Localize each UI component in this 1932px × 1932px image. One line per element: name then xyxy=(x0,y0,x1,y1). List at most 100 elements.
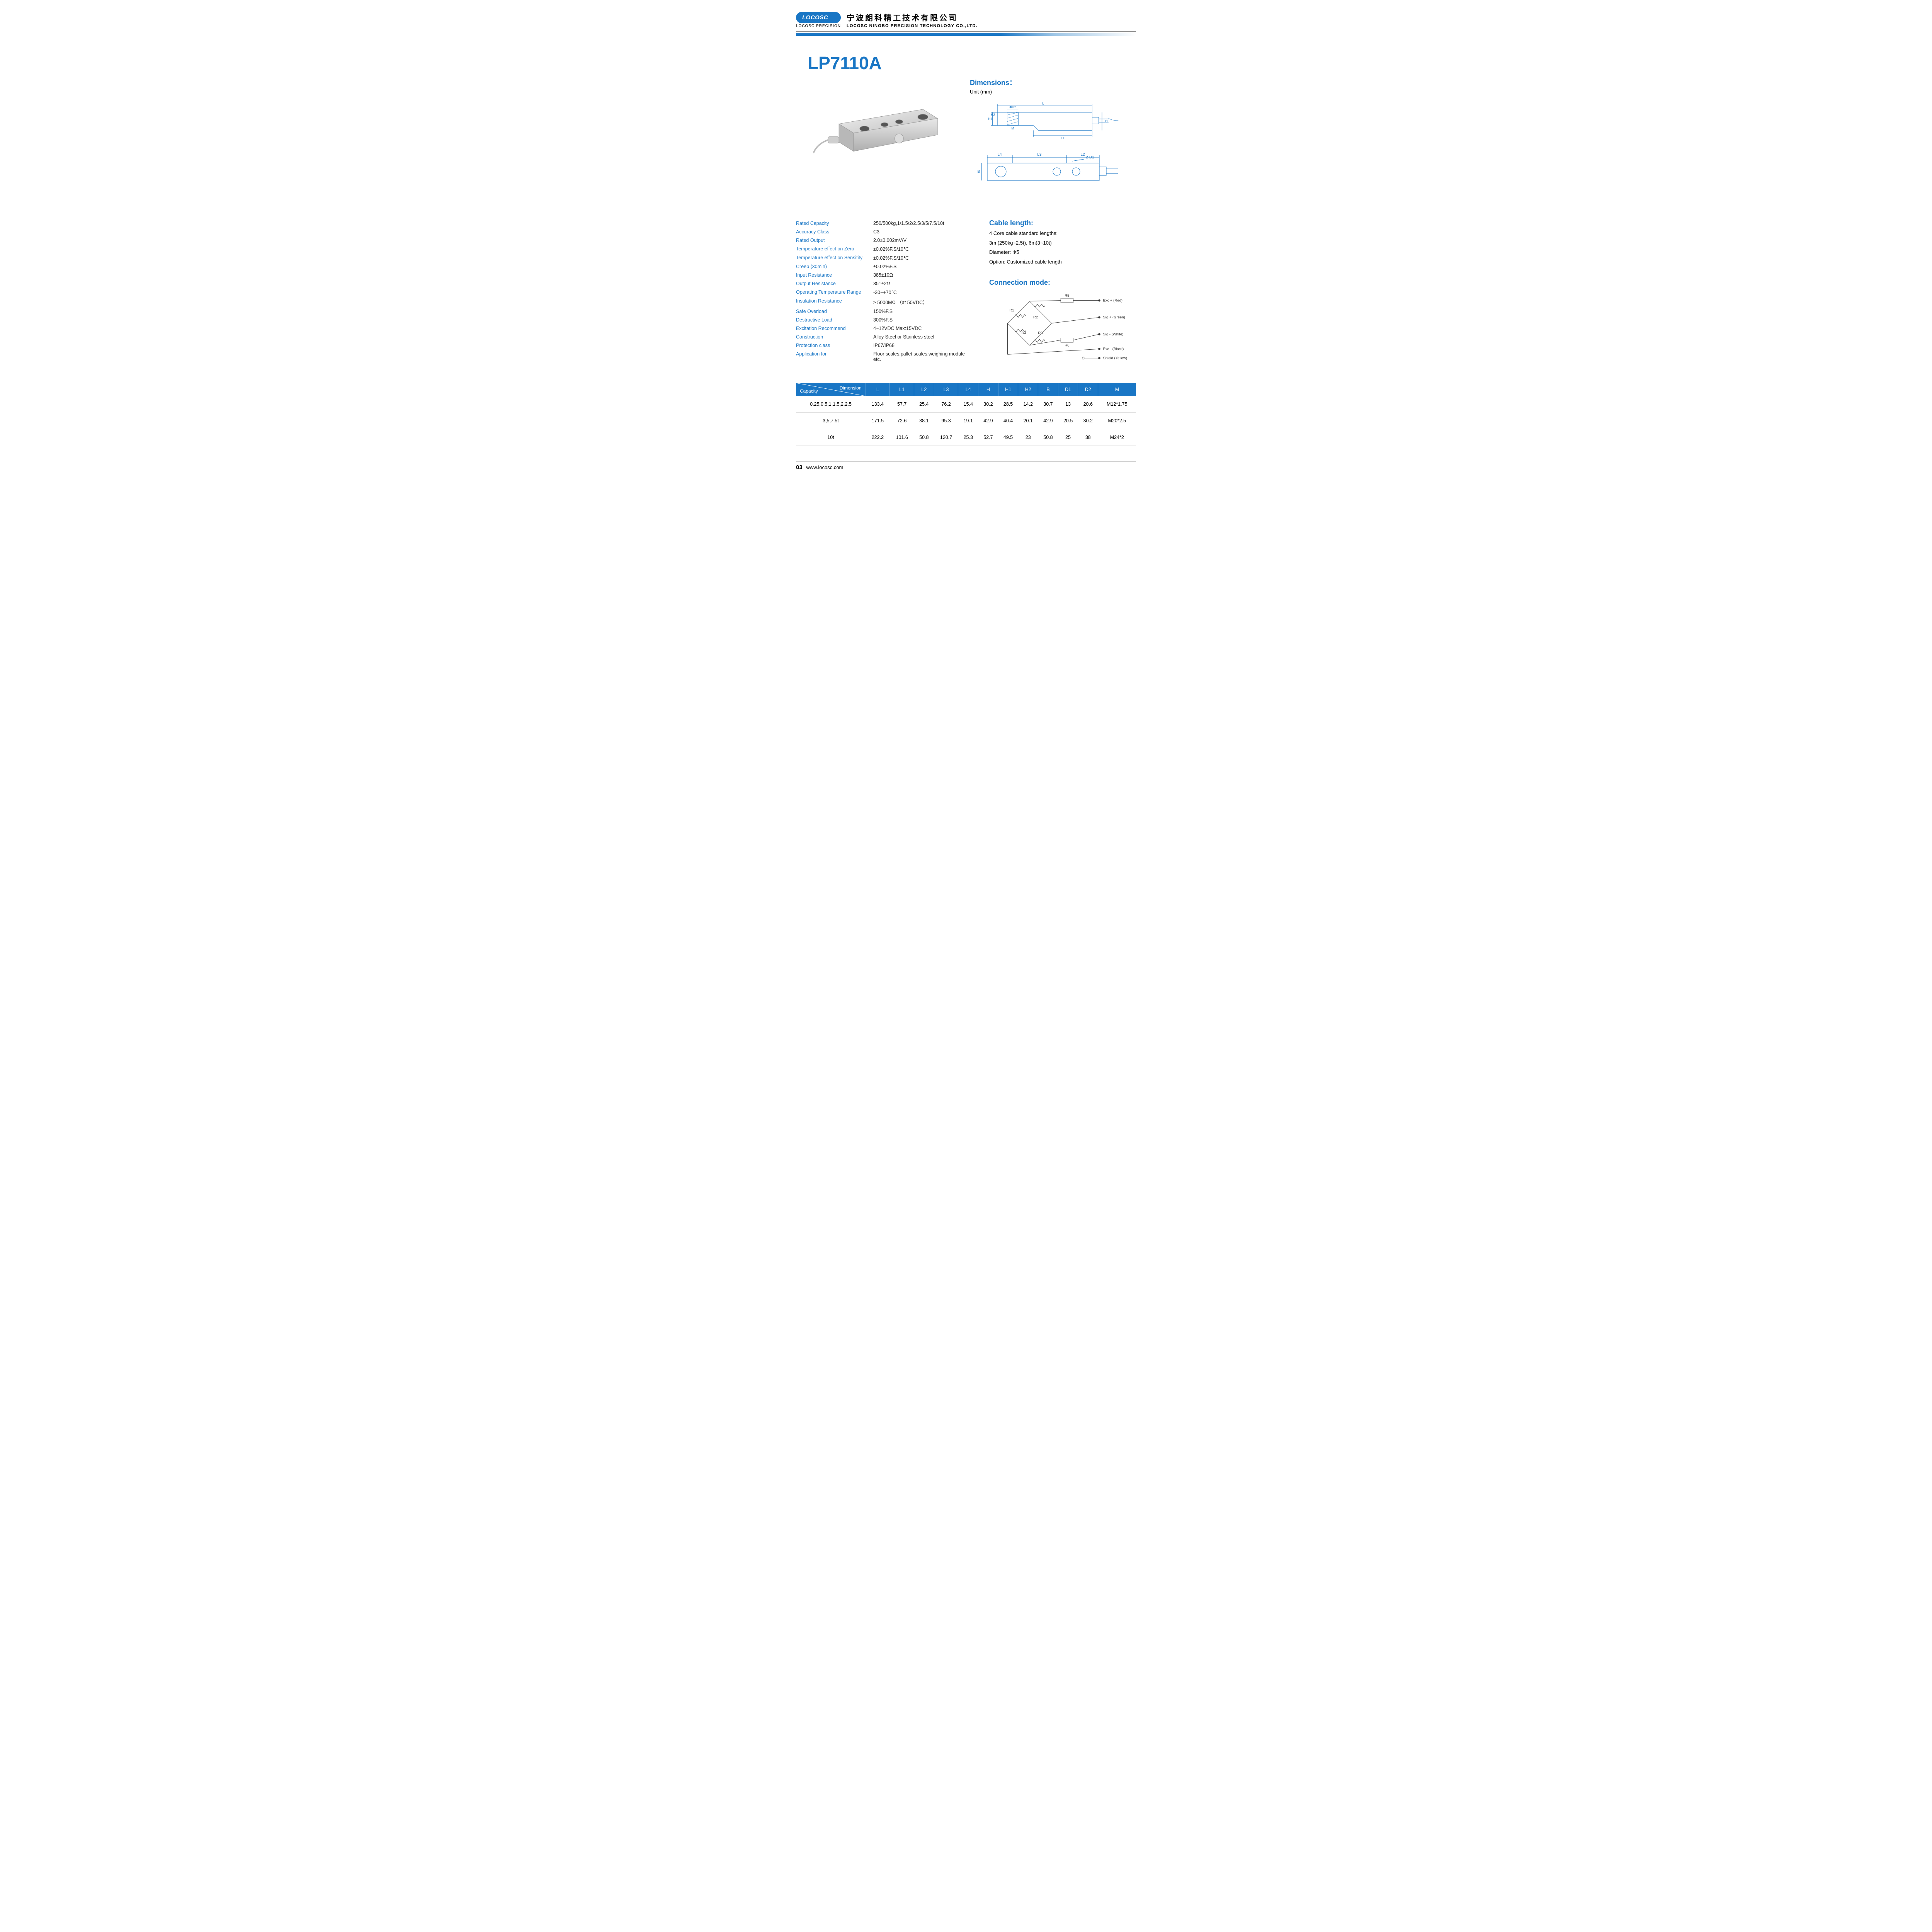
table-cell: 25.4 xyxy=(914,396,934,413)
table-cell: 3,5,7.5t xyxy=(796,412,866,429)
spec-row: Protection classIP67/IP68 xyxy=(796,341,974,350)
table-cell: 38 xyxy=(1078,429,1098,446)
svg-text:H: H xyxy=(1105,119,1107,123)
table-cell: 23 xyxy=(1018,429,1038,446)
table-cell: 20.5 xyxy=(1058,412,1078,429)
spec-value: ±0.02%F.S/10℃ xyxy=(873,255,909,261)
table-col-header: L2 xyxy=(914,383,934,396)
spec-row: Accuracy ClassC3 xyxy=(796,228,974,236)
table-cell: 171.5 xyxy=(866,412,890,429)
spec-row: Insulation Resistance≥ 5000MΩ （at 50VDC） xyxy=(796,297,974,307)
mid-section: Rated Capacity250/500kg,1/1.5/2/2.5/3/5/… xyxy=(796,219,1136,367)
table-col-header: L3 xyxy=(934,383,958,396)
table-cell: 95.3 xyxy=(934,412,958,429)
dimensions-heading: Dimensions： xyxy=(970,77,1136,87)
spec-label: Construction xyxy=(796,334,873,340)
spec-value: 300%F.S xyxy=(873,317,893,323)
spec-value: ±0.02%F.S/10℃ xyxy=(873,246,909,252)
table-cell: 13 xyxy=(1058,396,1078,413)
spec-row: Input Resistance385±10Ω xyxy=(796,271,974,279)
cable-line: Option: Customized cable length xyxy=(989,257,1136,267)
table-cell: 20.6 xyxy=(1078,396,1098,413)
spec-label: Accuracy Class xyxy=(796,229,873,235)
loadcell-illustration xyxy=(813,102,945,175)
spec-value: ≥ 5000MΩ （at 50VDC） xyxy=(873,298,928,306)
spec-value: -30~+70℃ xyxy=(873,289,897,295)
svg-text:R5: R5 xyxy=(1065,294,1069,298)
spec-value: Floor scales,pallet scales,weighing modu… xyxy=(873,351,974,362)
spec-row: Output Resistance351±2Ω xyxy=(796,279,974,288)
logo-block: LOCOSC LOCOSC PRECISION xyxy=(796,12,841,28)
svg-text:Sig - (White): Sig - (White) xyxy=(1103,332,1124,337)
spec-row: Rated Capacity250/500kg,1/1.5/2/2.5/3/5/… xyxy=(796,219,974,228)
spec-row: Excitation Recommend4~12VDC Max:15VDC xyxy=(796,324,974,333)
svg-text:H1: H1 xyxy=(988,117,992,121)
table-cell: 76.2 xyxy=(934,396,958,413)
svg-text:Shield (Yellow): Shield (Yellow) xyxy=(1103,356,1128,360)
spec-value: 351±2Ω xyxy=(873,281,890,286)
table-cell: M20*2.5 xyxy=(1098,412,1136,429)
spec-label: Creep (30min) xyxy=(796,264,873,269)
table-col-header: D1 xyxy=(1058,383,1078,396)
spec-label: Rated Output xyxy=(796,238,873,243)
spec-label: Destructive Load xyxy=(796,317,873,323)
table-cell: 72.6 xyxy=(890,412,914,429)
spec-value: 150%F.S xyxy=(873,309,893,314)
spec-label: Protection class xyxy=(796,343,873,348)
spec-value: C3 xyxy=(873,229,879,235)
table-cell: 30.2 xyxy=(1078,412,1098,429)
svg-text:M: M xyxy=(1011,126,1014,130)
spec-label: Output Resistance xyxy=(796,281,873,286)
spec-row: Temperature effect on Sensitity±0.02%F.S… xyxy=(796,253,974,262)
svg-text:R2: R2 xyxy=(1033,315,1038,320)
table-cell: 52.7 xyxy=(978,429,998,446)
spec-label: Application for xyxy=(796,351,873,362)
table-cell: 101.6 xyxy=(890,429,914,446)
header-accent-bar xyxy=(796,32,1136,37)
svg-text:R4: R4 xyxy=(1022,331,1026,335)
drawing-top: L4 L3 L2 2-D1 B xyxy=(970,150,1136,192)
page-footer: 03 www.locosc.com xyxy=(796,461,1136,471)
table-col-header: L4 xyxy=(958,383,978,396)
table-col-header: H xyxy=(978,383,998,396)
company-name-cn: 宁波朗科精工技术有限公司 xyxy=(847,12,978,23)
logo-badge: LOCOSC xyxy=(796,12,841,23)
table-cell: 57.7 xyxy=(890,396,914,413)
company-name-en: LOCOSC NINGBO PRECISION TECHNOLOGY CO.,L… xyxy=(847,24,978,28)
cable-text: 4 Core cable standard lengths:3m (250kg~… xyxy=(989,229,1136,267)
product-image xyxy=(796,77,962,200)
spec-label: Temperature effect on Zero xyxy=(796,246,873,252)
table-cell: 28.5 xyxy=(998,396,1018,413)
svg-text:2-D1: 2-D1 xyxy=(1086,155,1094,160)
svg-text:ΦD2: ΦD2 xyxy=(1009,105,1016,109)
spec-value: 2.0±0.002mV/V xyxy=(873,238,906,243)
table-cell: 25.3 xyxy=(958,429,978,446)
svg-text:R3: R3 xyxy=(1038,331,1043,335)
spec-row: Destructive Load300%F.S xyxy=(796,316,974,324)
spec-table: Rated Capacity250/500kg,1/1.5/2/2.5/3/5/… xyxy=(796,219,974,367)
table-cell: 30.7 xyxy=(1038,396,1058,413)
table-cell: 10t xyxy=(796,429,866,446)
cable-heading: Cable length: xyxy=(989,219,1136,227)
cable-line: 4 Core cable standard lengths: xyxy=(989,229,1136,238)
spec-row: Creep (30min)±0.02%F.S xyxy=(796,262,974,271)
product-title: LP7110A xyxy=(808,53,1136,73)
dimension-table: DimensionCapacityLL1L2L3L4HH1H2BD1D2M 0.… xyxy=(796,383,1136,446)
company-name-block: 宁波朗科精工技术有限公司 LOCOSC NINGBO PRECISION TEC… xyxy=(847,12,978,28)
svg-text:L4: L4 xyxy=(997,153,1002,157)
logo-subtext: LOCOSC PRECISION xyxy=(796,24,841,28)
table-col-header: L1 xyxy=(890,383,914,396)
spec-row: Temperature effect on Zero±0.02%F.S/10℃ xyxy=(796,245,974,253)
dimensions-panel: Dimensions： Unit (mm) xyxy=(970,77,1136,200)
svg-text:L3: L3 xyxy=(1037,153,1042,157)
table-cell: 49.5 xyxy=(998,429,1018,446)
table-cell: 222.2 xyxy=(866,429,890,446)
top-section: Dimensions： Unit (mm) xyxy=(796,77,1136,200)
table-col-header: D2 xyxy=(1078,383,1098,396)
svg-text:B: B xyxy=(978,170,980,174)
table-cell: 120.7 xyxy=(934,429,958,446)
table-col-header: H2 xyxy=(1018,383,1038,396)
cable-line: Diameter: Φ5 xyxy=(989,248,1136,257)
svg-text:R6: R6 xyxy=(1065,343,1069,347)
svg-text:L2: L2 xyxy=(1080,153,1085,157)
